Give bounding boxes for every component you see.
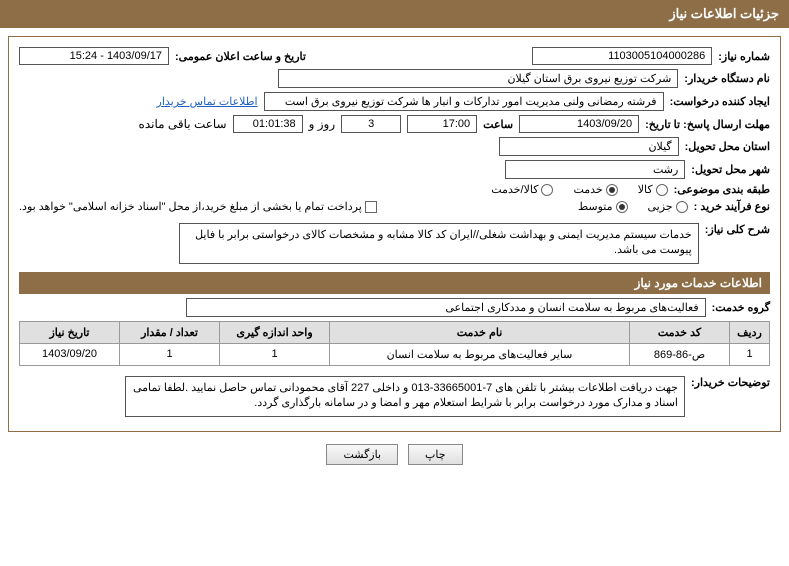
th-row: ردیف xyxy=(730,321,770,343)
checkbox-icon xyxy=(365,201,377,213)
table-row: 1 ص-86-869 سایر فعالیت‌های مربوط به سلام… xyxy=(20,343,770,365)
need-number-field: 1103005104000286 xyxy=(532,47,712,65)
cell-name: سایر فعالیت‌های مربوط به سلامت انسان xyxy=(330,343,630,365)
radio-icon xyxy=(541,184,553,196)
cell-code: ص-86-869 xyxy=(630,343,730,365)
service-group-field: فعالیت‌های مربوط به سلامت انسان و مددکار… xyxy=(186,298,706,317)
countdown-field: 01:01:38 xyxy=(233,115,303,133)
process-type-label: نوع فرآیند خرید : xyxy=(694,200,770,213)
radio-goods-label: کالا xyxy=(638,183,653,196)
need-number-label: شماره نیاز: xyxy=(718,50,770,63)
th-code: کد خدمت xyxy=(630,321,730,343)
radio-icon xyxy=(656,184,668,196)
radio-icon xyxy=(606,184,618,196)
radio-both-label: کالا/خدمت xyxy=(491,183,538,196)
radio-service-label: خدمت xyxy=(573,183,602,196)
radio-service[interactable]: خدمت xyxy=(573,183,617,196)
payment-checkbox[interactable]: پرداخت تمام یا بخشی از مبلغ خرید،از محل … xyxy=(19,200,377,213)
process-radio-group: جزیی متوسط xyxy=(578,200,688,213)
deadline-time-field: 17:00 xyxy=(407,115,477,133)
buyer-org-label: نام دستگاه خریدار: xyxy=(684,72,770,85)
days-remaining-field: 3 xyxy=(341,115,401,133)
cell-date: 1403/09/20 xyxy=(20,343,120,365)
payment-note: پرداخت تمام یا بخشی از مبلغ خرید،از محل … xyxy=(19,200,362,213)
th-date: تاریخ نیاز xyxy=(20,321,120,343)
cell-row: 1 xyxy=(730,343,770,365)
radio-medium-label: متوسط xyxy=(578,200,613,213)
radio-minor[interactable]: جزیی xyxy=(648,200,688,213)
requester-field: فرشته رمضانی ولنی مدیریت امور تدارکات و … xyxy=(264,92,664,111)
category-radio-group: کالا خدمت کالا/خدمت xyxy=(491,183,667,196)
buyer-notes-label: توضیحات خریدار: xyxy=(691,376,770,389)
requester-label: ایجاد کننده درخواست: xyxy=(670,95,770,108)
days-and-label: روز و xyxy=(309,117,336,131)
radio-icon xyxy=(676,201,688,213)
radio-both[interactable]: کالا/خدمت xyxy=(491,183,553,196)
province-field: گیلان xyxy=(499,137,679,156)
contact-link[interactable]: اطلاعات تماس خریدار xyxy=(157,95,258,108)
announce-date-field: 1403/09/17 - 15:24 xyxy=(19,47,169,65)
buyer-org-field: شرکت توزیع نیروی برق استان گیلان xyxy=(278,69,678,88)
announce-date-label: تاریخ و ساعت اعلان عمومی: xyxy=(175,50,306,63)
button-bar: چاپ بازگشت xyxy=(0,444,789,465)
deadline-date-field: 1403/09/20 xyxy=(519,115,639,133)
city-label: شهر محل تحویل: xyxy=(691,163,770,176)
radio-goods[interactable]: کالا xyxy=(638,183,668,196)
desc-field: خدمات سیستم مدیریت ایمنی و بهداشت شغلی//… xyxy=(179,223,699,264)
th-unit: واحد اندازه گیری xyxy=(220,321,330,343)
th-qty: تعداد / مقدار xyxy=(120,321,220,343)
services-section-header: اطلاعات خدمات مورد نیاز xyxy=(19,272,770,294)
time-label: ساعت xyxy=(483,118,513,131)
remaining-label: ساعت باقی مانده xyxy=(139,117,227,131)
back-button[interactable]: بازگشت xyxy=(326,444,398,465)
page-header: جزئیات اطلاعات نیاز xyxy=(0,0,789,28)
table-header-row: ردیف کد خدمت نام خدمت واحد اندازه گیری ت… xyxy=(20,321,770,343)
radio-minor-label: جزیی xyxy=(648,200,673,213)
radio-medium[interactable]: متوسط xyxy=(578,200,628,213)
province-label: استان محل تحویل: xyxy=(685,140,770,153)
deadline-label: مهلت ارسال پاسخ: تا تاریخ: xyxy=(645,118,770,131)
cell-qty: 1 xyxy=(120,343,220,365)
cell-unit: 1 xyxy=(220,343,330,365)
service-group-label: گروه خدمت: xyxy=(712,301,770,314)
print-button[interactable]: چاپ xyxy=(408,444,463,465)
main-form: شماره نیاز: 1103005104000286 تاریخ و ساع… xyxy=(8,36,781,432)
city-field: رشت xyxy=(505,160,685,179)
page-title: جزئیات اطلاعات نیاز xyxy=(669,6,779,21)
category-label: طبقه بندی موضوعی: xyxy=(674,183,770,196)
radio-icon xyxy=(616,201,628,213)
services-table: ردیف کد خدمت نام خدمت واحد اندازه گیری ت… xyxy=(19,321,770,366)
buyer-notes-field: جهت دریافت اطلاعات بیشتر با تلفن های 7-3… xyxy=(125,376,685,417)
desc-label: شرح کلی نیاز: xyxy=(705,223,770,236)
th-name: نام خدمت xyxy=(330,321,630,343)
